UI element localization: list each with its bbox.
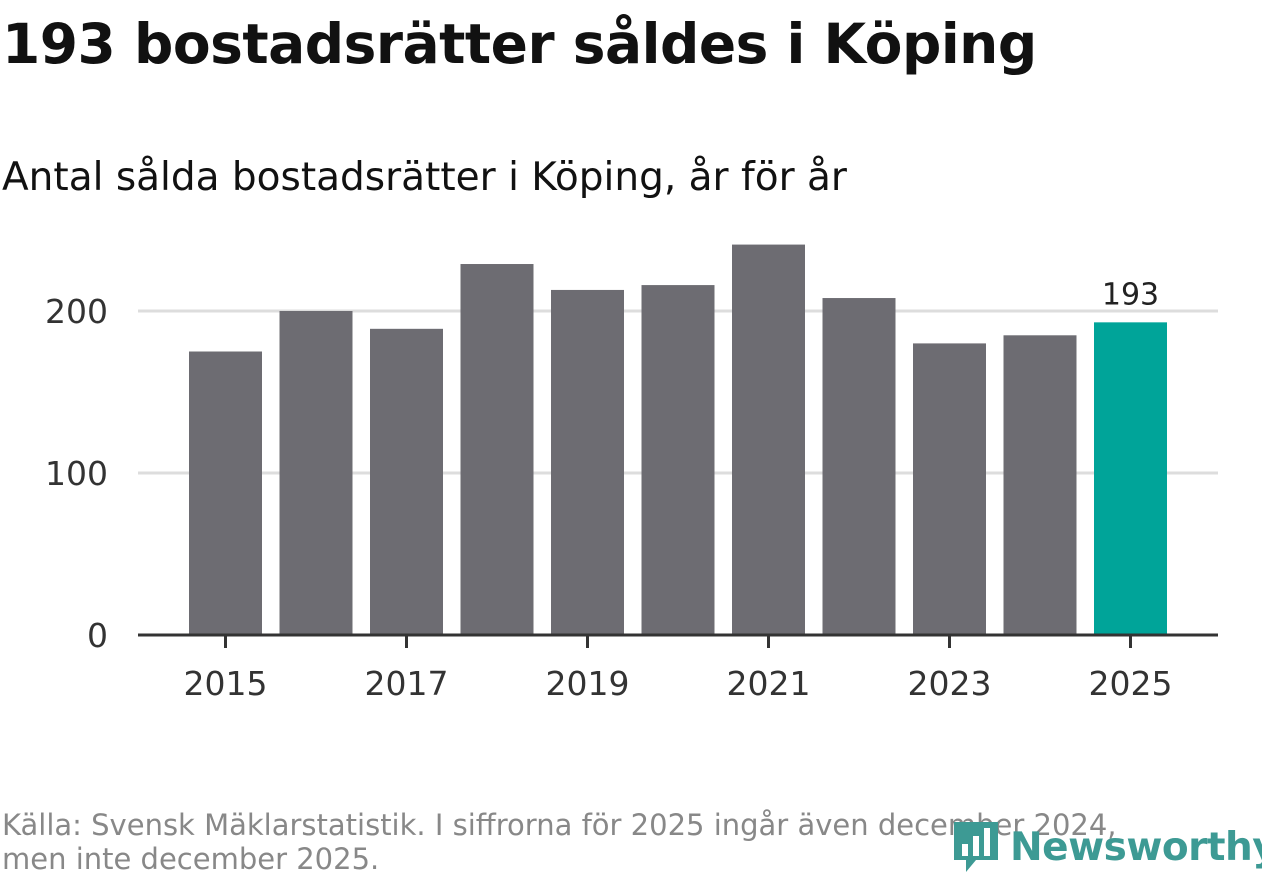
bar-2017 [370, 328, 443, 635]
bar-2020 [641, 285, 715, 635]
x-tick-label: 2015 [184, 664, 268, 703]
bar-2016 [279, 311, 353, 635]
x-tick-label: 2021 [727, 664, 811, 703]
bar-2021 [732, 244, 805, 635]
logo-text: Newsworthy [1010, 824, 1262, 870]
bar-2022 [822, 298, 896, 635]
source-note: Källa: Svensk Mäklarstatistik. I siffror… [2, 808, 1117, 876]
y-tick-label: 0 [87, 616, 108, 655]
chart-subtitle: Antal sålda bostadsrätter i Köping, år f… [2, 155, 847, 200]
bar-2019 [551, 289, 624, 635]
x-tick-label: 2023 [908, 664, 992, 703]
source-line-2: men inte december 2025. [2, 842, 380, 876]
x-tick-label: 2017 [365, 664, 449, 703]
bar-2024 [1003, 335, 1077, 635]
bar-2023 [913, 343, 986, 635]
bar-2018 [460, 264, 534, 635]
y-tick-label: 100 [45, 454, 108, 493]
chart-title: 193 bostadsrätter såldes i Köping [2, 12, 1037, 76]
x-tick-label: 2025 [1089, 664, 1173, 703]
bar-2015 [189, 351, 262, 635]
y-tick-label: 200 [45, 292, 108, 331]
bar-2025 [1094, 322, 1167, 635]
newsworthy-logo: Newsworthy [950, 818, 1262, 876]
source-line-1: Källa: Svensk Mäklarstatistik. I siffror… [2, 808, 1117, 842]
x-tick-label: 2019 [546, 664, 630, 703]
value-label-2025: 193 [1102, 277, 1159, 312]
newsworthy-logo-icon [954, 822, 998, 872]
